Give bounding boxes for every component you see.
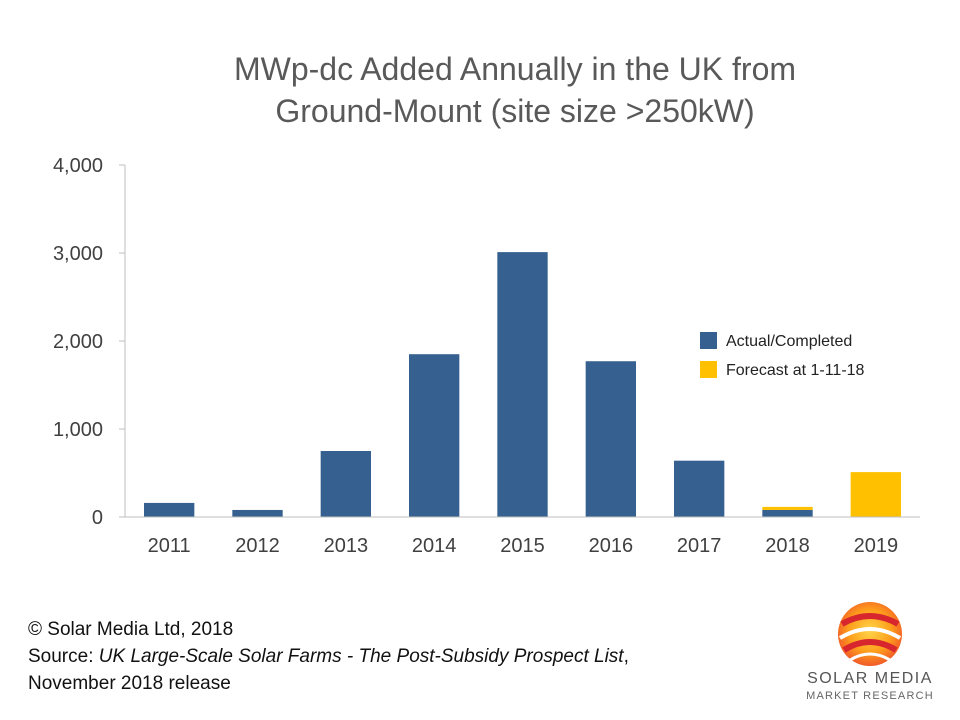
logo-tagline-text: MARKET RESEARCH bbox=[806, 690, 934, 702]
x-tick-label: 2017 bbox=[677, 535, 722, 557]
y-tick-label: 4,000 bbox=[53, 155, 103, 177]
sun-globe-icon bbox=[838, 602, 902, 666]
bar-2013-actual-completed bbox=[320, 451, 372, 517]
x-tick-label: 2011 bbox=[148, 535, 191, 557]
bar-chart: 0 1,000 2,000 3,000 4,000 2011 2012 2013 2014 201… bbox=[53, 155, 920, 557]
x-tick-label: 2014 bbox=[412, 535, 457, 557]
source-footer: © Solar Media Ltd, 2018 Source: UK Large… bbox=[28, 616, 629, 697]
legend-label: Actual/Completed bbox=[726, 333, 852, 350]
solar-media-logo: SOLAR MEDIA MARKET RESEARCH bbox=[800, 598, 940, 710]
bar-2016-actual-completed bbox=[585, 361, 637, 517]
bar-2017-actual-completed bbox=[673, 460, 725, 517]
bar-2018-actual-completed bbox=[762, 509, 813, 517]
source-prefix: Source: bbox=[28, 646, 99, 667]
chart-title-line-2: Ground-Mount (site size >250kW) bbox=[275, 93, 755, 129]
x-tick-label: 2018 bbox=[765, 535, 810, 557]
x-tick-label: 2015 bbox=[500, 535, 545, 557]
y-tick-label: 3,000 bbox=[53, 243, 103, 265]
y-tick-label: 1,000 bbox=[53, 419, 103, 441]
source-title: UK Large-Scale Solar Farms - The Post-Su… bbox=[98, 646, 624, 667]
x-tick-label: 2016 bbox=[589, 535, 634, 557]
bar-2018-forecast-at-1-11-18 bbox=[762, 506, 813, 510]
y-tick-label: 0 bbox=[92, 507, 103, 529]
legend-label: Forecast at 1-11-18 bbox=[726, 362, 865, 379]
copyright-text: © Solar Media Ltd, 2018 bbox=[28, 619, 234, 640]
x-tick-label: 2019 bbox=[854, 535, 899, 557]
bar-2011-actual-completed bbox=[143, 502, 195, 517]
legend-swatch bbox=[700, 361, 717, 378]
bar-2019-forecast-at-1-11-18 bbox=[850, 472, 902, 517]
x-tick-label: 2013 bbox=[324, 535, 369, 557]
chart-title: MWp-dc Added Annually in the UK from Gro… bbox=[130, 48, 900, 132]
source-line: Source: UK Large-Scale Solar Farms - The… bbox=[28, 643, 629, 670]
chart-title-line-1: MWp-dc Added Annually in the UK from bbox=[233, 51, 797, 87]
bar-2014-actual-completed bbox=[408, 354, 460, 517]
y-tick-label: 2,000 bbox=[53, 331, 103, 353]
bar-2012-actual-completed bbox=[232, 509, 283, 517]
release-text: November 2018 release bbox=[28, 673, 231, 694]
bar-2015-actual-completed bbox=[497, 252, 548, 517]
legend-swatch bbox=[700, 332, 717, 349]
source-suffix: , bbox=[623, 646, 629, 667]
x-tick-label: 2012 bbox=[235, 535, 280, 557]
logo-brand-text: SOLAR MEDIA bbox=[807, 670, 933, 687]
